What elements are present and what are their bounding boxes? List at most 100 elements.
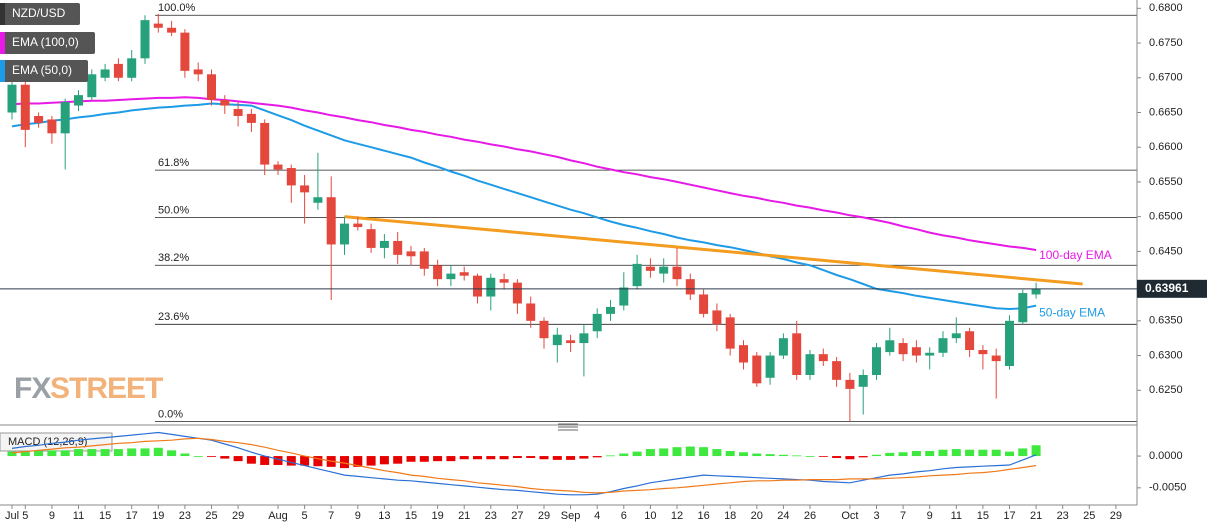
candle-body bbox=[273, 164, 283, 170]
macd-histogram-bar bbox=[925, 450, 935, 457]
candle-body bbox=[300, 185, 310, 193]
macd-histogram-bar bbox=[938, 449, 948, 457]
candle-body bbox=[7, 84, 17, 113]
candle-body bbox=[74, 95, 83, 106]
macd-histogram-bar bbox=[300, 456, 310, 466]
candle-body bbox=[153, 23, 163, 28]
macd-histogram-bar bbox=[1005, 451, 1014, 457]
macd-histogram-bar bbox=[898, 452, 908, 457]
x-tick-label: 7 bbox=[900, 510, 906, 522]
y-tick-label: 0.6800 bbox=[1149, 2, 1183, 14]
candle-body bbox=[100, 69, 110, 78]
candle-body bbox=[778, 338, 788, 356]
legend-swatch bbox=[0, 32, 5, 54]
macd-histogram-bar bbox=[778, 454, 788, 457]
candle-body bbox=[379, 240, 389, 248]
candle-body bbox=[207, 74, 216, 100]
x-tick-label: 20 bbox=[751, 510, 763, 522]
y-tick-label: 0.6350 bbox=[1149, 315, 1183, 327]
candle-body bbox=[579, 333, 589, 344]
macd-histogram-bar bbox=[805, 456, 815, 457]
x-tick-label: 3 bbox=[873, 510, 879, 522]
x-tick-label: 23 bbox=[179, 510, 191, 522]
macd-histogram-bar bbox=[672, 447, 682, 457]
last-price-label: 0.63961 bbox=[1145, 281, 1189, 295]
macd-histogram-bar bbox=[113, 449, 123, 457]
macd-histogram-bar bbox=[579, 456, 589, 459]
macd-histogram-bar bbox=[991, 449, 1001, 457]
candle-body bbox=[512, 282, 522, 304]
macd-histogram-bar bbox=[911, 450, 921, 457]
macd-histogram-bar bbox=[526, 456, 536, 458]
ema-annotation: 100-day EMA bbox=[1039, 248, 1112, 262]
candle-body bbox=[286, 168, 296, 186]
x-tick-label: 9 bbox=[355, 510, 361, 522]
candle-body bbox=[366, 229, 376, 248]
x-tick-label: 18 bbox=[724, 510, 736, 522]
y-tick-label: 0.6450 bbox=[1149, 245, 1183, 257]
y-tick-label: 0.0000 bbox=[1149, 450, 1183, 462]
candle-body bbox=[619, 287, 629, 306]
candle-body bbox=[87, 74, 97, 98]
legend-box bbox=[0, 60, 88, 82]
macd-line bbox=[11, 431, 1037, 496]
x-tick-label: 24 bbox=[777, 510, 789, 522]
candle-body bbox=[818, 354, 828, 362]
candle-body bbox=[872, 347, 881, 375]
macd-histogram-bar bbox=[87, 449, 97, 457]
candle-body bbox=[193, 69, 203, 75]
candle-body bbox=[685, 279, 695, 295]
macd-histogram-bar bbox=[486, 456, 496, 460]
macd-histogram-bar bbox=[1031, 445, 1041, 457]
x-tick-label: 29 bbox=[1110, 510, 1122, 522]
macd-histogram-bar bbox=[1018, 448, 1028, 457]
macd-histogram-bar bbox=[592, 456, 602, 458]
candle-body bbox=[539, 320, 549, 339]
candle-body bbox=[699, 294, 709, 314]
macd-histogram-bar bbox=[127, 448, 137, 457]
candle-body bbox=[353, 223, 363, 228]
macd-histogram-bar bbox=[832, 456, 842, 458]
candle-body bbox=[672, 266, 682, 280]
candle-body bbox=[951, 333, 961, 339]
legend-swatch bbox=[0, 60, 5, 82]
fib-label: 0.0% bbox=[158, 408, 183, 420]
candle-body bbox=[246, 113, 256, 123]
candle-body bbox=[965, 331, 975, 350]
x-tick-label: 16 bbox=[697, 510, 709, 522]
macd-histogram-bar bbox=[393, 456, 403, 464]
candle-body bbox=[60, 102, 70, 134]
candle-body bbox=[1018, 293, 1028, 323]
candle-body bbox=[712, 310, 722, 325]
x-tick-label: 21 bbox=[458, 510, 470, 522]
candle-body bbox=[606, 306, 615, 314]
macd-histogram-bar bbox=[233, 456, 243, 462]
candle-body bbox=[140, 20, 150, 59]
candle-body bbox=[419, 251, 429, 269]
x-tick-label: 23 bbox=[1057, 510, 1069, 522]
candle-body bbox=[260, 122, 270, 165]
legend-label: EMA (50,0) bbox=[12, 63, 72, 77]
x-tick-label: 27 bbox=[511, 510, 523, 522]
ema-line bbox=[11, 102, 1037, 311]
x-tick-label: 19 bbox=[152, 510, 164, 522]
y-tick-label: 0.6750 bbox=[1149, 37, 1183, 49]
macd-histogram-bar bbox=[153, 447, 163, 457]
x-tick-label: 11 bbox=[73, 510, 84, 522]
x-tick-label: 21 bbox=[1030, 510, 1042, 522]
macd-histogram-bar bbox=[619, 453, 629, 457]
candle-body bbox=[739, 345, 748, 363]
x-tick-label: 23 bbox=[485, 510, 497, 522]
macd-histogram-bar bbox=[566, 456, 576, 460]
x-tick-label: 10 bbox=[644, 510, 656, 522]
macd-histogram-bar bbox=[473, 456, 482, 460]
candle-body bbox=[180, 32, 190, 71]
candle-body bbox=[898, 343, 908, 355]
candle-body bbox=[526, 303, 536, 321]
x-tick-label: Oct bbox=[841, 510, 858, 522]
candle-body bbox=[499, 279, 509, 283]
candle-body bbox=[446, 273, 456, 280]
x-tick-label: 25 bbox=[1083, 510, 1095, 522]
macd-histogram-bar bbox=[20, 450, 30, 457]
logo-fx: FX bbox=[14, 372, 51, 405]
